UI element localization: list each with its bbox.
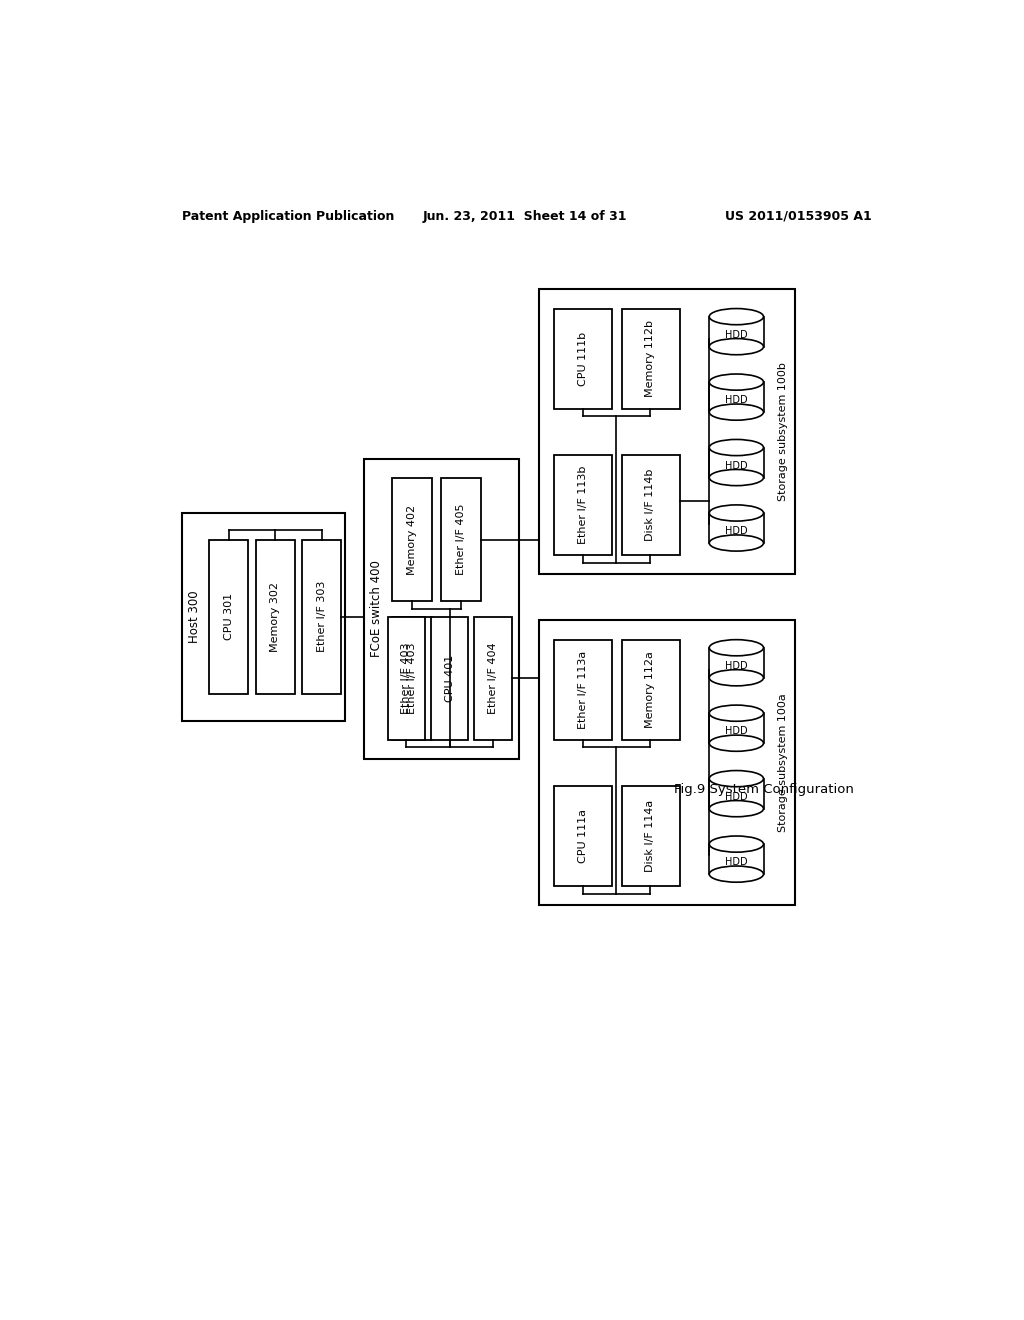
Text: Storage subsystem 100b: Storage subsystem 100b (778, 362, 787, 502)
Ellipse shape (710, 374, 764, 391)
Bar (182, 512, 345, 721)
Bar (710, 317, 764, 347)
Bar (388, 616, 425, 739)
Bar (710, 381, 764, 412)
Text: HDD: HDD (725, 661, 748, 671)
Bar (554, 455, 612, 554)
Bar (622, 309, 680, 409)
Bar (539, 289, 795, 574)
Text: Jun. 23, 2011  Sheet 14 of 31: Jun. 23, 2011 Sheet 14 of 31 (423, 210, 627, 223)
Ellipse shape (710, 669, 764, 686)
Text: Fig.9 System Configuration: Fig.9 System Configuration (674, 783, 853, 796)
Bar (474, 616, 512, 739)
Bar (256, 540, 295, 693)
Text: Memory 302: Memory 302 (270, 582, 281, 652)
Ellipse shape (710, 705, 764, 721)
Text: CPU 111b: CPU 111b (578, 331, 588, 385)
Bar (302, 540, 341, 693)
Text: Memory 112a: Memory 112a (645, 651, 655, 729)
Ellipse shape (710, 866, 764, 882)
Ellipse shape (710, 506, 764, 521)
Ellipse shape (710, 836, 764, 853)
Text: HDD: HDD (725, 792, 748, 801)
Ellipse shape (710, 470, 764, 486)
Text: Host 300: Host 300 (188, 590, 201, 643)
Ellipse shape (710, 640, 764, 656)
Text: HDD: HDD (725, 395, 748, 405)
Text: Ether I/F 113a: Ether I/F 113a (578, 651, 588, 729)
Text: Ether I/F 403: Ether I/F 403 (401, 643, 412, 714)
Bar (554, 785, 612, 886)
Text: HDD: HDD (725, 330, 748, 339)
Text: Ether I/F 303: Ether I/F 303 (316, 581, 327, 652)
Text: Disk I/F 114a: Disk I/F 114a (645, 800, 655, 873)
Text: FCoE switch 400: FCoE switch 400 (371, 561, 383, 657)
Bar (710, 513, 764, 543)
Bar (710, 779, 764, 809)
Bar (539, 620, 795, 906)
Bar (710, 447, 764, 478)
Ellipse shape (710, 338, 764, 355)
Text: Ether I/F 113b: Ether I/F 113b (578, 466, 588, 544)
Bar (710, 843, 764, 874)
Bar (554, 309, 612, 409)
Ellipse shape (710, 800, 764, 817)
Ellipse shape (710, 309, 764, 325)
Text: HDD: HDD (725, 461, 748, 470)
Bar (391, 478, 432, 601)
Text: CPU 301: CPU 301 (224, 593, 233, 640)
Ellipse shape (710, 771, 764, 787)
Text: HDD: HDD (725, 857, 748, 867)
Text: CPU 111a: CPU 111a (578, 809, 588, 863)
Bar (431, 616, 468, 739)
Text: HDD: HDD (725, 726, 748, 737)
Bar (365, 459, 519, 759)
Text: Disk I/F 114b: Disk I/F 114b (645, 469, 655, 541)
Bar (441, 478, 481, 601)
Text: Patent Application Publication: Patent Application Publication (182, 210, 394, 223)
Bar (391, 616, 432, 739)
Text: Memory 402: Memory 402 (407, 504, 417, 574)
Ellipse shape (710, 440, 764, 455)
Text: Storage subsystem 100a: Storage subsystem 100a (778, 693, 787, 832)
Bar (710, 648, 764, 677)
Bar (622, 640, 680, 739)
Bar (622, 455, 680, 554)
Text: HDD: HDD (725, 525, 748, 536)
Text: US 2011/0153905 A1: US 2011/0153905 A1 (725, 210, 872, 223)
Text: Ether I/F 403: Ether I/F 403 (407, 643, 417, 714)
Ellipse shape (710, 535, 764, 552)
Text: Ether I/F 405: Ether I/F 405 (457, 504, 466, 576)
Bar (710, 713, 764, 743)
Bar (554, 640, 612, 739)
Ellipse shape (710, 735, 764, 751)
Ellipse shape (710, 404, 764, 420)
Text: Memory 112b: Memory 112b (645, 321, 655, 397)
Text: Ether I/F 404: Ether I/F 404 (488, 643, 498, 714)
Bar (209, 540, 248, 693)
Text: CPU 401: CPU 401 (444, 655, 455, 702)
Bar (622, 785, 680, 886)
